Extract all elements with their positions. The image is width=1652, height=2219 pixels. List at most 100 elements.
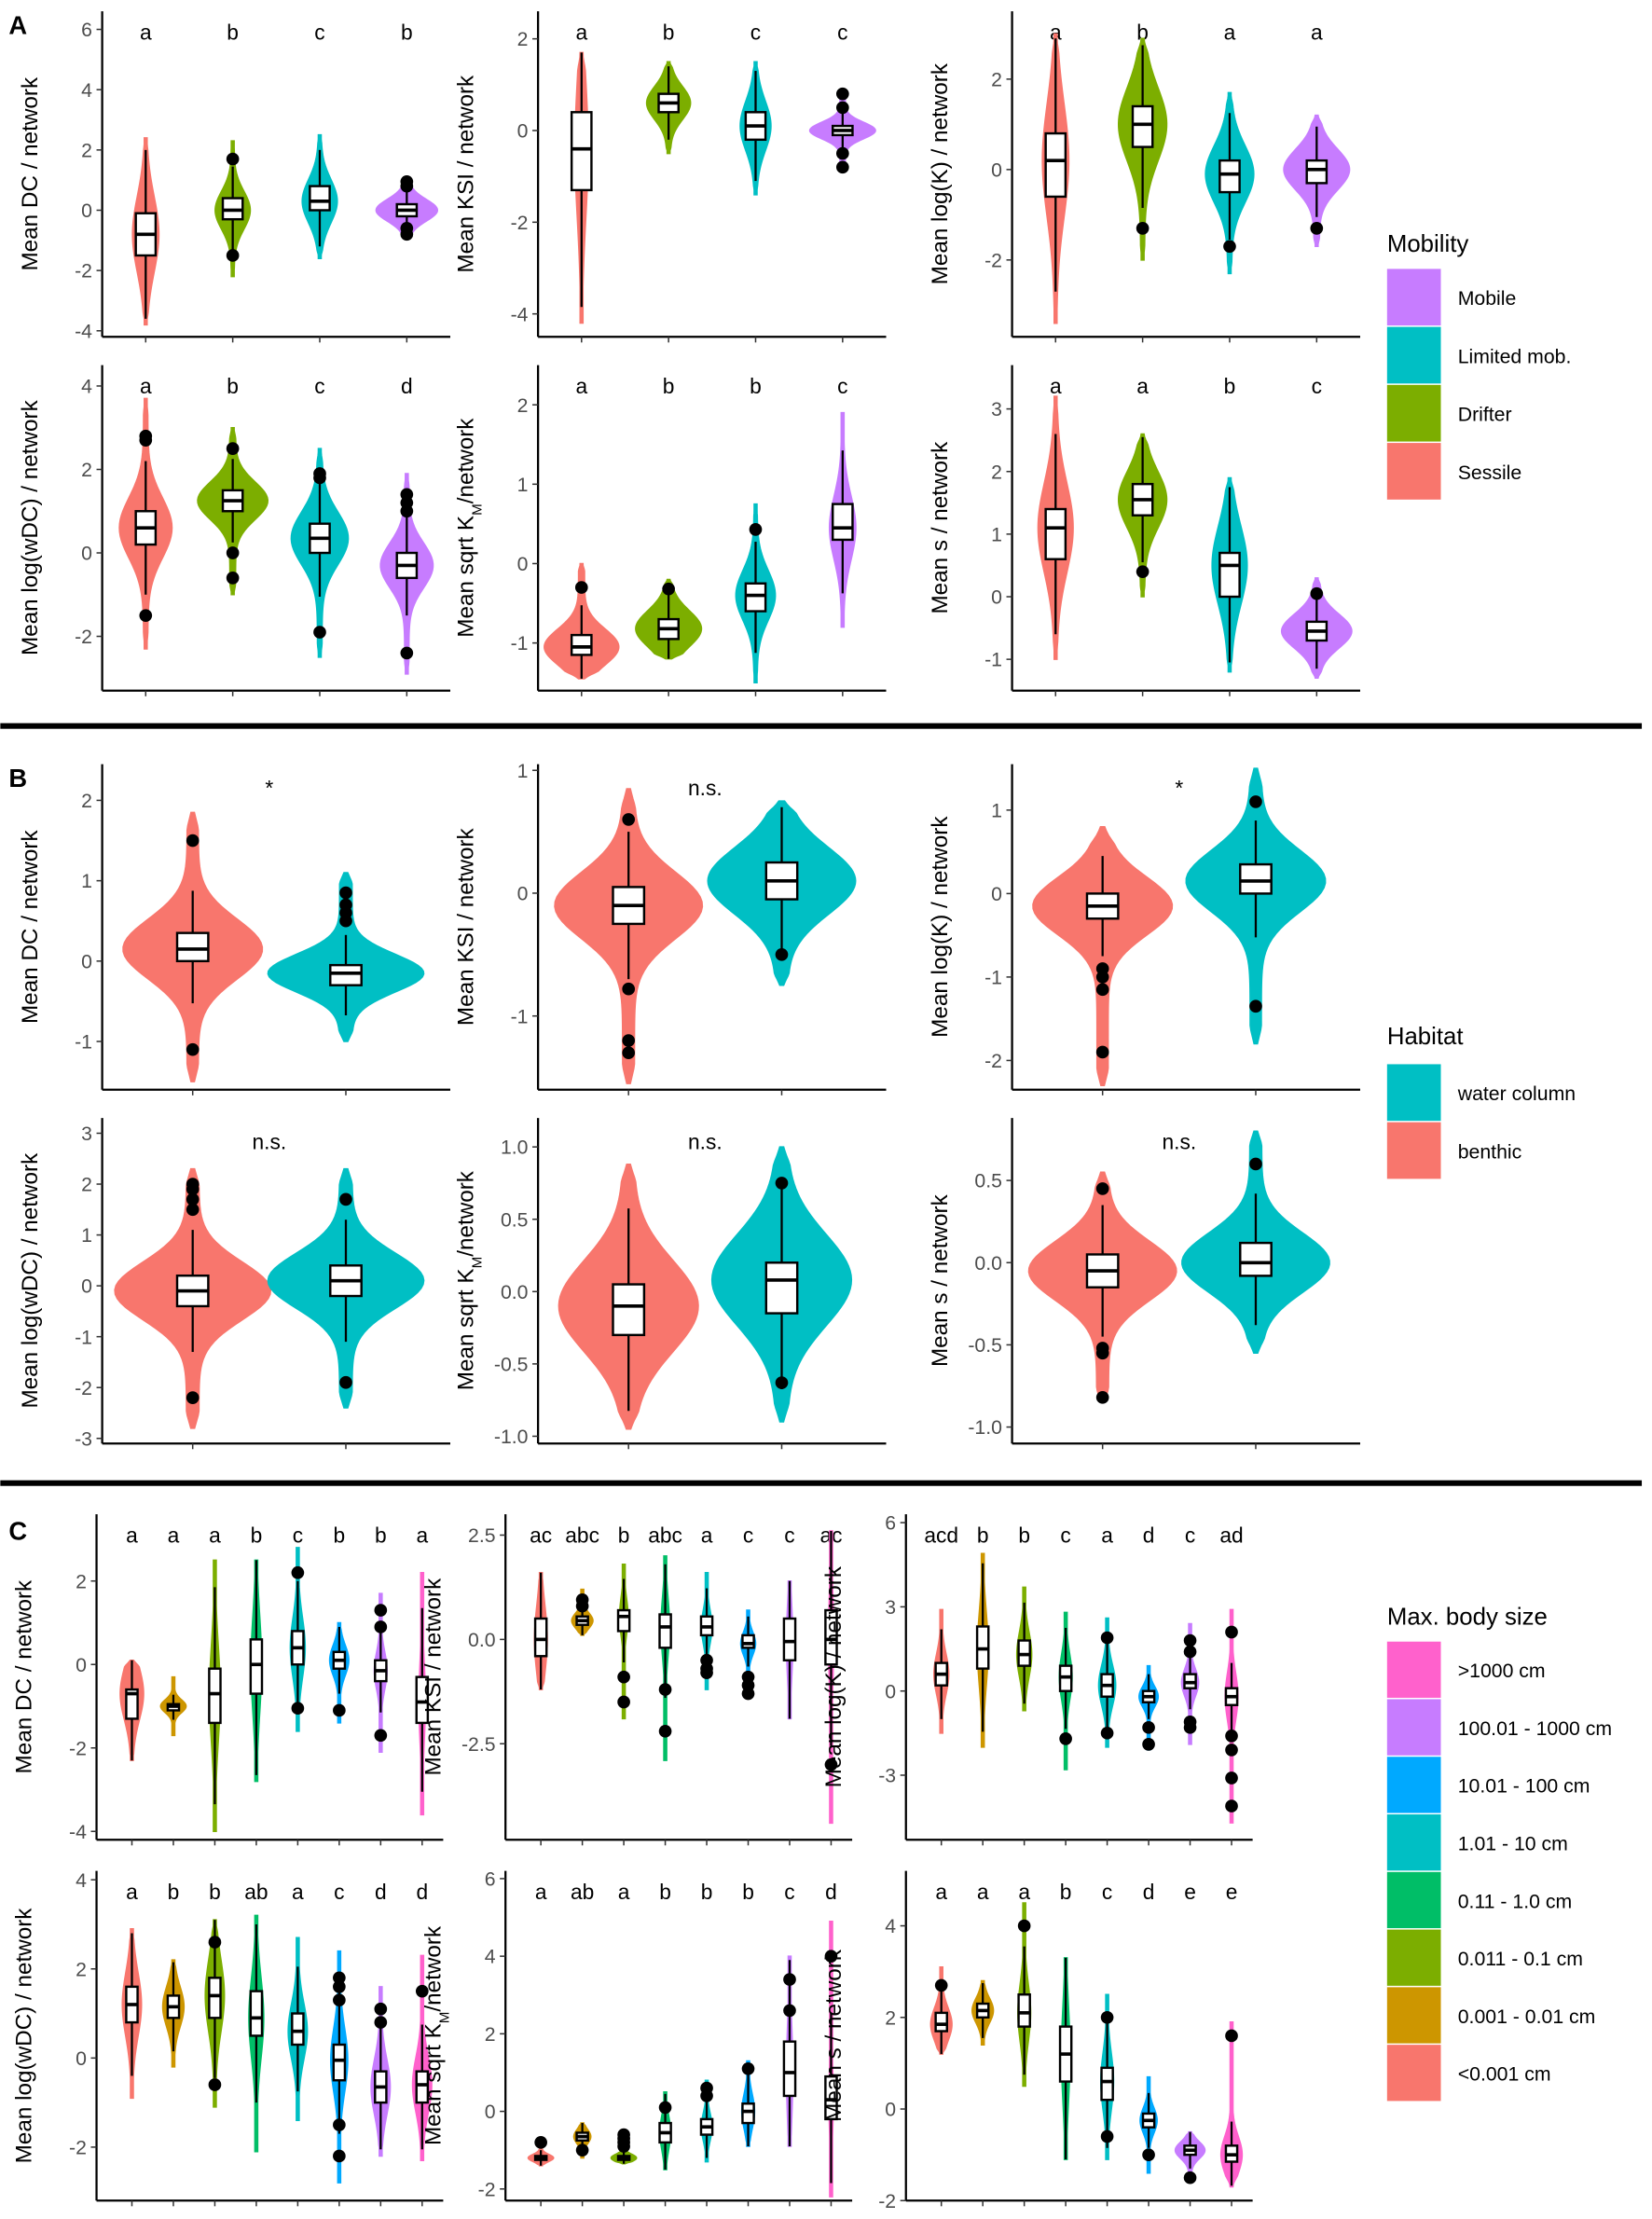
y-axis-label: Mean log(K) / network <box>928 816 953 1038</box>
significance-label: n.s. <box>1162 1130 1196 1154</box>
group-letter: a <box>575 374 587 398</box>
group-letter: acd <box>924 1523 958 1547</box>
panel-A-3: -2 0 2 Mean log(K) / network a b a a <box>928 11 1360 343</box>
legend-key <box>1386 443 1441 500</box>
outlier-point <box>333 1993 346 2007</box>
outlier-point <box>700 2089 713 2102</box>
y-tick-label: 2.5 <box>468 1524 496 1547</box>
outlier-point <box>374 2002 388 2016</box>
y-tick-label: 2 <box>81 139 92 161</box>
y-axis-label: Mean KSI / network <box>453 75 478 273</box>
y-tick-label: -0.5 <box>494 1353 529 1375</box>
group-letter: c <box>314 21 324 45</box>
box <box>612 1283 646 1337</box>
outlier-point <box>1310 586 1324 600</box>
y-tick-label: 0.5 <box>501 1208 529 1231</box>
outlier-point <box>658 1725 672 1738</box>
group-letter: b <box>209 1880 221 1904</box>
group-letter: b <box>334 1523 346 1547</box>
outlier-point <box>575 1599 589 1613</box>
y-tick-label: 2 <box>76 1958 87 1980</box>
outlier-point <box>186 1391 200 1404</box>
outlier-point <box>1136 222 1150 235</box>
outlier-point <box>400 179 414 193</box>
outlier-point <box>186 1042 200 1056</box>
group-letter: c <box>784 1880 794 1904</box>
y-tick-label: 2 <box>885 2006 896 2029</box>
y-tick-label: -3 <box>75 1427 92 1450</box>
outlier-point <box>374 1620 388 1633</box>
outlier-point <box>617 1670 630 1684</box>
outlier-point <box>1225 1744 1238 1757</box>
legend-label: 10.01 - 100 cm <box>1458 1775 1590 1798</box>
outlier-point <box>622 1046 636 1060</box>
y-tick-label: 0 <box>76 2047 87 2070</box>
legend-C: Max. body size >1000 cm 100.01 - 1000 cm 10… <box>1386 1605 1612 2102</box>
panel-B-1: -1 0 1 2 Mean DC / network * <box>18 764 451 1096</box>
outlier-point <box>400 227 414 241</box>
legend-key <box>1386 384 1441 442</box>
panel-A-6: -1 0 1 2 3 Mean s / network a a b c <box>928 365 1360 696</box>
y-label-text: Mean log(K) / network <box>821 1565 847 1787</box>
outlier-point <box>1095 983 1109 997</box>
outlier-point <box>741 2061 755 2075</box>
outlier-point <box>1310 222 1324 235</box>
legend-A: Mobility Mobile Limited mob. Drifter Sessile <box>1386 231 1571 500</box>
y-tick-label: 0 <box>991 883 1002 905</box>
y-label-subscript: M <box>469 503 485 516</box>
outlier-point <box>749 523 763 536</box>
y-tick-label: -1.0 <box>968 1416 1002 1439</box>
box <box>831 503 854 542</box>
y-tick-label: -2 <box>75 1377 92 1399</box>
group-letter: b <box>168 1880 180 1904</box>
legend-label: 0.11 - 1.0 cm <box>1458 1890 1572 1912</box>
y-tick-label: -4 <box>511 303 529 325</box>
legend-label: benthic <box>1458 1140 1522 1163</box>
group-letter: d <box>1143 1523 1155 1547</box>
y-tick-label: 0 <box>485 2101 496 2123</box>
box <box>175 931 210 963</box>
legend-key <box>1386 2045 1441 2102</box>
outlier-point <box>339 886 352 900</box>
group-letter: b <box>659 1880 671 1904</box>
outlier-point <box>824 1757 838 1771</box>
y-label-text: Mean sqrt K <box>453 1268 478 1390</box>
group-letter: a <box>1101 1523 1113 1547</box>
outlier-point <box>1017 1919 1031 1933</box>
outlier-point <box>1100 1727 1114 1740</box>
y-tick-label: 0 <box>81 200 92 222</box>
y-tick-label: -1.0 <box>494 1426 529 1448</box>
y-tick-label: 1 <box>991 523 1002 545</box>
y-axis-label: Mean KSI / network <box>453 827 478 1026</box>
outlier-point <box>1095 1045 1109 1059</box>
panel-A-5: -1 0 1 2 Mean sqrt KM/network a b b c <box>453 365 887 696</box>
box <box>249 1638 264 1695</box>
legend-key <box>1386 1641 1441 1698</box>
outlier-point <box>333 1971 346 1985</box>
outlier-point <box>1183 2171 1197 2185</box>
y-tick-label: 0 <box>517 120 529 143</box>
outlier-point <box>333 1980 346 1993</box>
y-label-text: Mean DC / network <box>12 1579 37 1774</box>
group-letter: c <box>1312 374 1322 398</box>
significance-label: n.s. <box>688 776 723 800</box>
legend-title: Habitat <box>1387 1024 1464 1050</box>
y-label-text: Mean log(wDC) / network <box>18 399 43 655</box>
y-tick-label: 1 <box>81 1224 92 1247</box>
group-letter: ab <box>571 1880 594 1904</box>
y-tick-label: -2 <box>69 1737 87 1759</box>
outlier-point <box>741 1687 755 1701</box>
y-axis-label: Mean log(wDC) / network <box>18 1152 43 1409</box>
y-tick-label: 4 <box>81 79 92 102</box>
y-tick-label: 2 <box>485 2023 496 2046</box>
y-tick-label: -2 <box>984 1050 1002 1072</box>
y-tick-label: 3 <box>885 1596 896 1619</box>
significance-label: n.s. <box>688 1130 723 1154</box>
outlier-point <box>575 2143 589 2157</box>
y-tick-label: 0 <box>81 543 92 565</box>
y-tick-label: 2 <box>991 68 1002 90</box>
box <box>764 1261 799 1315</box>
y-axis-label: Mean KSI / network <box>420 1578 446 1776</box>
legend-key <box>1386 1122 1441 1179</box>
